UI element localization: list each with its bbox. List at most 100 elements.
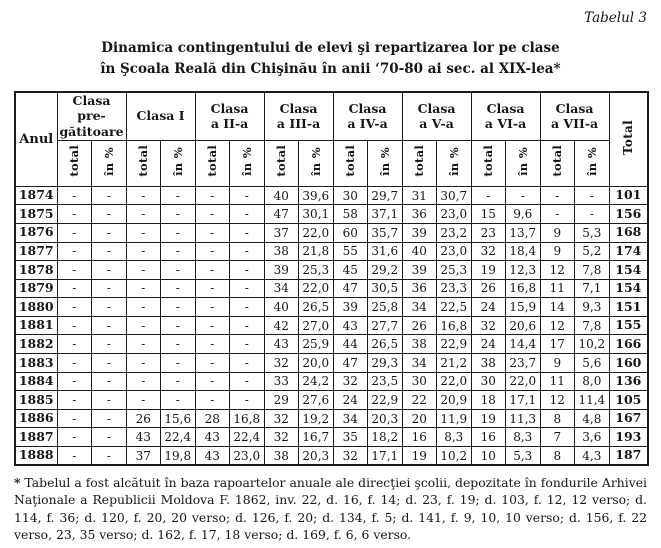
data-cell: 20,3 [367, 408, 403, 429]
data-cell: - [229, 260, 265, 280]
data-cell: 9 [539, 222, 576, 243]
data-cell: - [229, 353, 265, 373]
data-cell: 60 [332, 222, 369, 243]
data-cell: - [125, 185, 162, 206]
table-row: 1888- -37 19,8 43 23,0 38 20,3 32 17,1 19 10,2 10 5,… [14, 446, 649, 466]
data-cell: - [125, 260, 162, 280]
data-cell: - [91, 204, 127, 224]
data-cell: 44 [332, 334, 369, 355]
data-cell: 33 [263, 371, 300, 392]
data-cell: 39 [401, 260, 438, 280]
data-cell: - [539, 185, 576, 206]
table-row: 1875- - - - - -47 30,1 58 37,1 36 23,0 15 9,6- -156 [14, 204, 649, 224]
table-header: Anul Clasa pre- gătitoare Clasa I Clasa a … [14, 91, 649, 187]
data-cell: - [125, 334, 162, 355]
data-cell: 14,4 [505, 334, 541, 355]
data-cell: 15,9 [505, 297, 541, 317]
data-cell: - [91, 371, 127, 392]
data-cell: - [91, 297, 127, 317]
column-group-header-8: Clasa a VII-a [539, 91, 610, 141]
subheader-total-label: total [136, 145, 151, 178]
data-cell: 32 [263, 427, 300, 448]
data-cell: 19,8 [160, 446, 196, 466]
year-cell: 1880 [14, 297, 58, 317]
data-cell: 35,7 [367, 222, 403, 243]
data-cell: 39 [332, 297, 369, 317]
data-cell: 11,9 [436, 408, 472, 429]
data-cell: - [125, 241, 162, 262]
table-row: 1878- - - - - -39 25,3 45 29,2 39 25,3 19 12,3 12 7,8 1… [14, 260, 649, 280]
data-cell: 26 [401, 315, 438, 336]
table-row: 1886- -26 15,6 28 16,8 32 19,2 34 20,3 20 11,9 19 11… [14, 408, 649, 429]
data-cell: - [91, 408, 127, 429]
data-cell: 20,9 [436, 390, 472, 410]
total-cell: 151 [608, 297, 649, 317]
data-cell: 15 [470, 204, 507, 224]
data-cell: 8 [539, 408, 576, 429]
data-cell: - [91, 427, 127, 448]
data-cell: - [91, 278, 127, 299]
column-group-header-1: Clasa pre- gătitoare [56, 91, 127, 141]
data-cell: - [229, 371, 265, 392]
data-cell: 19 [401, 446, 438, 466]
data-cell: 21,2 [436, 353, 472, 373]
data-cell: 23,0 [229, 446, 265, 466]
data-cell: 5,2 [574, 241, 610, 262]
data-cell: - [56, 315, 92, 336]
data-cell: 16 [401, 427, 438, 448]
subheader-total-6: total [401, 139, 438, 187]
subheader-total-label: total [205, 145, 220, 178]
data-cell: 38 [401, 334, 438, 355]
data-cell: - [91, 334, 127, 355]
footnote: * Tabelul a fost alcătuit în baza rapoar… [14, 474, 647, 543]
data-cell: - [125, 204, 162, 224]
subheader-total-2: total [125, 139, 162, 187]
data-cell: 34 [401, 297, 438, 317]
data-cell: - [539, 204, 576, 224]
data-cell: 20 [401, 408, 438, 429]
data-cell: - [125, 278, 162, 299]
total-cell: 101 [608, 185, 649, 206]
data-cell: - [160, 297, 196, 317]
data-cell: - [160, 222, 196, 243]
data-cell: - [91, 315, 127, 336]
data-cell: 43 [332, 315, 369, 336]
data-cell: 22,0 [298, 278, 334, 299]
total-cell: 156 [608, 204, 649, 224]
data-cell: - [56, 241, 92, 262]
data-cell: 23,0 [436, 241, 472, 262]
data-cell: 31,6 [367, 241, 403, 262]
data-cell: 30,1 [298, 204, 334, 224]
data-cell: 11 [539, 371, 576, 392]
column-group-header-2: Clasa I [125, 91, 196, 141]
data-cell: - [194, 222, 231, 243]
data-cell: 24 [470, 334, 507, 355]
data-cell: 37,1 [367, 204, 403, 224]
table-row: 1874- - - - - -40 39,6 30 29,7 31 30,7- - - -101 [14, 185, 649, 206]
data-cell: 31 [401, 185, 438, 206]
data-cell: 11,3 [505, 408, 541, 429]
subheader-percent-label: în % [101, 146, 116, 176]
year-cell: 1879 [14, 278, 58, 299]
data-cell: 12 [539, 315, 576, 336]
data-cell: 9 [539, 353, 576, 373]
data-cell: - [56, 334, 92, 355]
data-cell: - [574, 204, 610, 224]
data-cell: 35 [332, 427, 369, 448]
data-cell: 19 [470, 408, 507, 429]
year-cell: 1875 [14, 204, 58, 224]
data-cell: 25,3 [298, 260, 334, 280]
data-cell: 36 [401, 278, 438, 299]
data-cell: - [56, 204, 92, 224]
data-cell: 15,6 [160, 408, 196, 429]
column-header-total: Total [608, 91, 649, 187]
subheader-percent-label: în % [170, 146, 185, 176]
total-cell: 160 [608, 353, 649, 373]
data-cell: - [194, 334, 231, 355]
data-cell: 16,8 [229, 408, 265, 429]
data-cell: 17 [539, 334, 576, 355]
data-cell: 20,3 [298, 446, 334, 466]
data-cell: - [56, 260, 92, 280]
data-cell: - [91, 241, 127, 262]
data-cell: 39 [263, 260, 300, 280]
